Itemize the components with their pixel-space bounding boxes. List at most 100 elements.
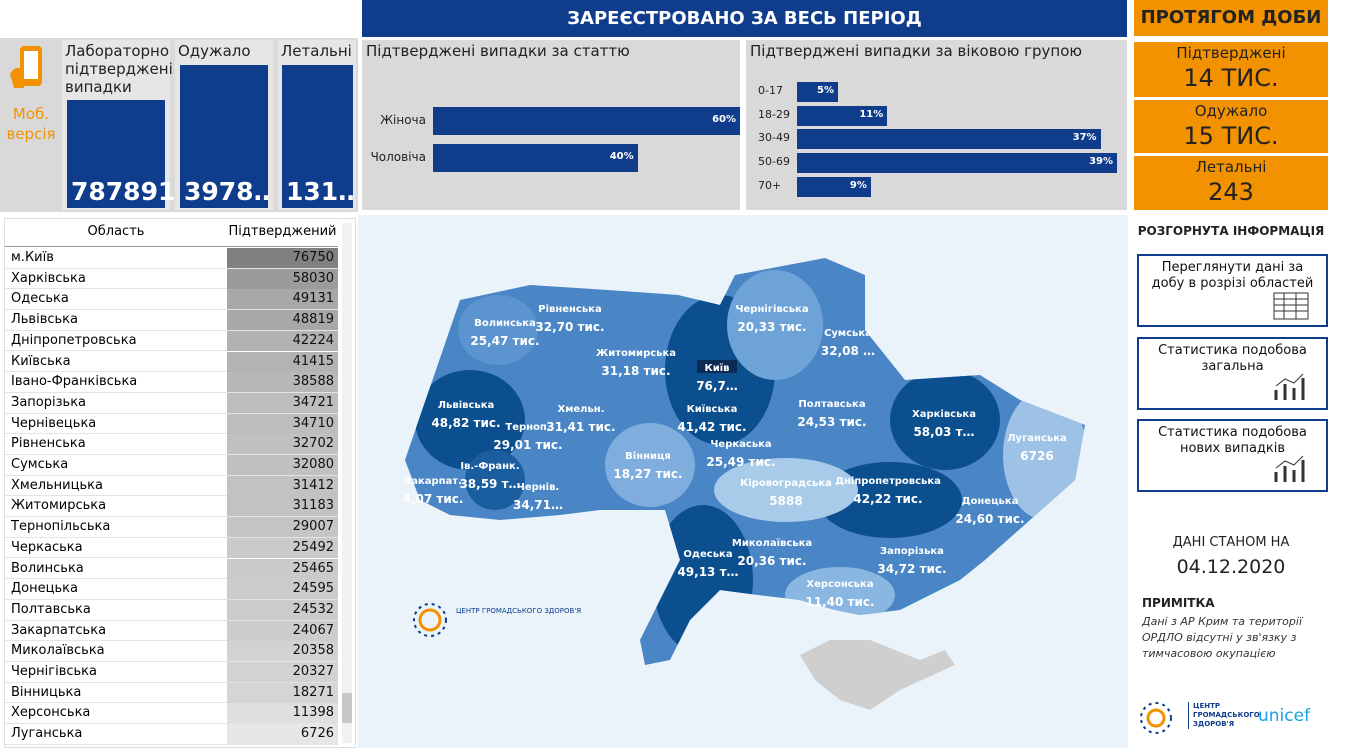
region-value: 76750 [292,250,334,265]
value-label: 11% [859,109,884,120]
table-row: Миколаївська 20358 [5,641,338,662]
value-cell: 25492 [227,537,338,558]
total-value: 3978… [184,177,268,206]
region-value: 32,70 тис. [535,320,604,334]
region-value: 4,07 тис. [403,492,464,506]
region-value: 11,40 тис. [805,595,874,609]
region-label: Житомирська [596,348,676,359]
value-cell: 41415 [227,351,338,372]
region-label: Черкаська [710,439,771,450]
region-name: Івано-Франківська [11,374,138,390]
mobile-icon[interactable] [6,44,56,100]
region-value: 24532 [292,601,334,617]
button-label[interactable]: Статистика подобова нових випадків [1158,425,1307,456]
region-label: Полтавська [798,399,865,410]
region-value: 38588 [292,374,334,390]
total-value: 131… [286,177,353,206]
chart-title: Підтверджені випадки за віковою групою [750,42,1083,60]
region-value: 32702 [292,436,334,452]
button[interactable]: Статистика подобова загальна [1137,337,1328,410]
note: Дані з АР Крим та території ОРДЛО відсут… [1142,615,1302,660]
region-label: Луганська [1007,433,1067,444]
total-label: Одужало [178,42,251,60]
value-cell: 24532 [227,599,338,620]
region-value: 31,41 тис. [546,420,615,434]
map: ЦЕНТР ГРОМАДСЬКОГО ЗДОРОВ'Я Волинська 25,… [358,215,1128,748]
button-label[interactable]: Статистика подобова загальна [1158,343,1307,374]
value-label: 9% [849,180,867,191]
total-bar: 131… [282,65,353,208]
date: 04.12.2020 [1176,556,1286,578]
bar: 5% [797,82,839,102]
mobile-label[interactable]: Моб. версія [6,105,56,143]
region-label: Львівська [438,400,495,411]
button-label[interactable]: Переглянути дані за добу в розрізі облас… [1151,260,1314,291]
category-label: 70+ [758,179,782,192]
region-value: 58,03 т… [913,425,974,439]
daily-card: Одужало 15 ТИС. [1134,100,1328,153]
value-cell: 6726 [227,724,338,745]
table-row: Тернопільська 29007 [5,517,338,538]
value-cell: 20327 [227,662,338,682]
region-name: Харківська [11,270,86,286]
region-label: Харківська [912,409,976,420]
logo-text: ЦЕНТР ГРОМАДСЬКОГО ЗДОРОВ'Я [456,607,581,615]
region-label: Київська [687,403,738,415]
region-name: Дніпропетровська [11,332,137,348]
table-row: Черкаська 25492 [5,537,338,559]
value-label: 60% [712,114,736,125]
region-name: Київська [11,353,71,369]
category-label: 30-49 [758,131,790,144]
region-name: Тернопільська [11,519,111,535]
bar: 60% [433,107,740,135]
region-label: Терноп. [505,422,550,433]
button[interactable]: Статистика подобова нових випадків [1137,419,1328,492]
region-name: Запорізька [11,394,87,410]
value-cell: 24595 [227,579,338,600]
category-label: 50-69 [758,155,790,168]
category-label: 18-29 [758,108,790,121]
total-bar: 787891 [67,100,175,208]
region-value: 18271 [292,684,334,700]
region-value: 25,47 тис. [470,334,539,348]
bar: 40% [433,144,638,172]
region-value: 48,82 тис. [431,416,500,430]
table-row: Дніпропетровська 42224 [5,330,338,352]
crimea [800,640,955,710]
value-cell: 31183 [227,496,338,517]
value-cell: 49131 [227,289,338,310]
region-label: Київ [705,362,730,374]
value-cell: 34721 [227,392,338,413]
partner-logo: unicef [1258,706,1311,726]
region-value: 24,53 тис. [797,415,866,429]
table-row: Львівська 48819 [5,310,338,331]
daily-title: ПРОТЯГОМ ДОБИ [1134,0,1328,36]
region-value: 20327 [292,664,334,679]
table-row: Харківська 58030 [5,268,338,290]
region-name: Донецька [11,581,78,597]
region-value: 31,18 тис. [601,364,670,378]
table-header: Підтверджений [227,219,338,247]
button[interactable]: Переглянути дані за добу в розрізі облас… [1137,254,1328,327]
daily-label: Одужало [1194,102,1268,120]
value-cell: 31412 [227,475,338,496]
total-label: Летальні [281,42,352,60]
region-value: 31412 [292,477,334,493]
region-value: 32,08 … [821,344,875,358]
region-value: 11398 [292,705,334,721]
region-label: Одеська [683,549,732,560]
total-bar: 3978… [180,65,268,208]
region-value: 32080 [292,457,334,472]
table-row: Херсонська 11398 [5,703,338,725]
region-label: Херсонська [806,579,873,590]
region-name: Чернівецька [11,415,97,431]
region-label: Чернів. [517,482,560,493]
scrollbar[interactable] [342,223,352,743]
region-label: Кіровоградська [740,478,832,489]
value-cell: 32080 [227,455,338,475]
table-row: Вінницька 18271 [5,682,338,704]
value-label: 40% [609,151,634,162]
region-name: Полтавська [11,601,91,617]
table-row: Донецька 24595 [5,579,338,600]
